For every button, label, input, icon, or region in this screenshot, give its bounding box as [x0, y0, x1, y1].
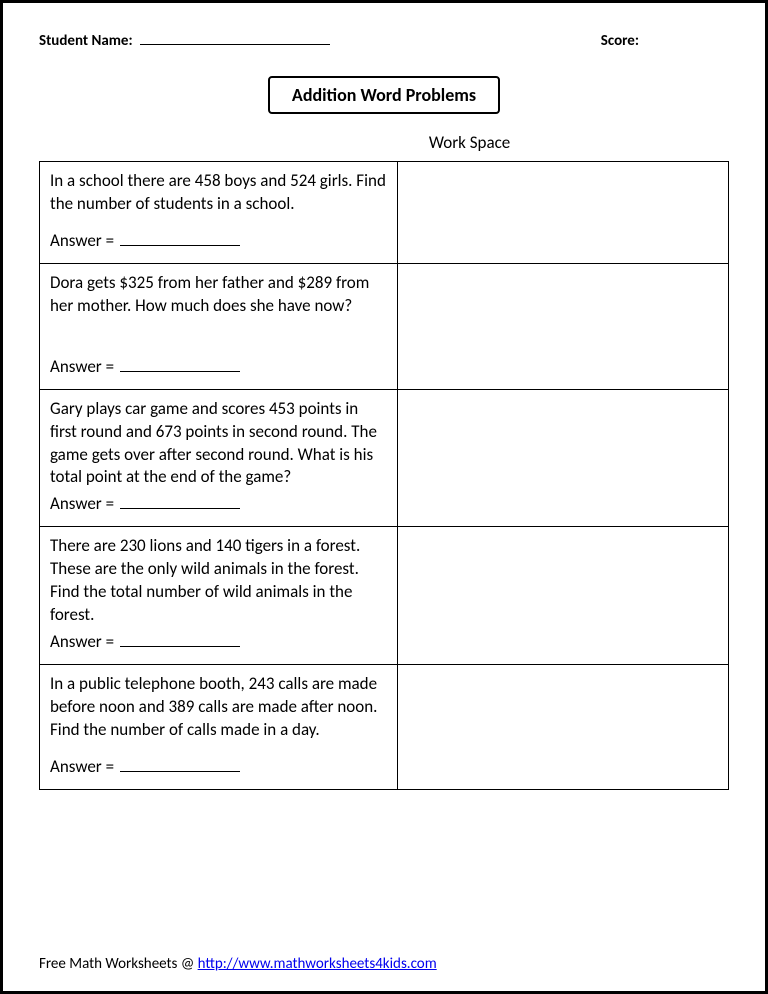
footer-prefix: Free Math Worksheets @ [39, 955, 198, 973]
work-cell[interactable] [398, 527, 729, 665]
answer-label: Answer = [50, 493, 118, 514]
answer-line: Answer = [50, 230, 387, 253]
problems-table: In a school there are 458 boys and 524 g… [39, 161, 729, 790]
answer-label: Answer = [50, 230, 118, 251]
answer-label: Answer = [50, 756, 118, 777]
table-row: In a school there are 458 boys and 524 g… [40, 162, 729, 264]
header-row: Student Name: Score: [39, 31, 729, 50]
question-text: In a school there are 458 boys and 524 g… [50, 170, 387, 216]
question-text: Dora gets $325 from her father and $289 … [50, 272, 387, 318]
student-name-blank[interactable] [140, 31, 330, 45]
worksheet-title: Addition Word Problems [268, 76, 500, 114]
table-row: There are 230 lions and 140 tigers in a … [40, 527, 729, 665]
worksheet-page: Student Name: Score: Addition Word Probl… [0, 0, 768, 994]
answer-blank[interactable] [120, 633, 240, 647]
question-cell: In a school there are 458 boys and 524 g… [40, 162, 398, 264]
footer-link[interactable]: http://www.mathworksheets4kids.com [198, 955, 437, 973]
answer-line: Answer = [50, 631, 387, 654]
student-name-group: Student Name: [39, 31, 330, 50]
answer-blank[interactable] [120, 758, 240, 772]
question-cell: In a public telephone booth, 243 calls a… [40, 665, 398, 790]
question-text: Gary plays car game and scores 453 point… [50, 398, 387, 490]
work-cell[interactable] [398, 162, 729, 264]
question-cell: Gary plays car game and scores 453 point… [40, 389, 398, 527]
workspace-label-row: Work Space [39, 132, 729, 153]
work-cell[interactable] [398, 389, 729, 527]
table-row: Gary plays car game and scores 453 point… [40, 389, 729, 527]
answer-blank[interactable] [120, 495, 240, 509]
table-row: In a public telephone booth, 243 calls a… [40, 665, 729, 790]
answer-line: Answer = [50, 493, 387, 516]
title-row: Addition Word Problems [39, 76, 729, 132]
footer: Free Math Worksheets @ http://www.mathwo… [39, 941, 729, 973]
answer-line: Answer = [50, 756, 387, 779]
answer-blank[interactable] [120, 232, 240, 246]
workspace-label: Work Space [429, 132, 510, 153]
work-cell[interactable] [398, 665, 729, 790]
question-cell: There are 230 lions and 140 tigers in a … [40, 527, 398, 665]
question-text: There are 230 lions and 140 tigers in a … [50, 535, 387, 627]
question-cell: Dora gets $325 from her father and $289 … [40, 263, 398, 389]
table-row: Dora gets $325 from her father and $289 … [40, 263, 729, 389]
score-label: Score: [601, 32, 639, 50]
score-group: Score: [601, 32, 639, 50]
question-text: In a public telephone booth, 243 calls a… [50, 673, 387, 742]
work-cell[interactable] [398, 263, 729, 389]
answer-label: Answer = [50, 631, 118, 652]
answer-blank[interactable] [120, 358, 240, 372]
answer-line: Answer = [50, 356, 387, 379]
answer-label: Answer = [50, 356, 118, 377]
student-name-label: Student Name: [39, 32, 133, 50]
